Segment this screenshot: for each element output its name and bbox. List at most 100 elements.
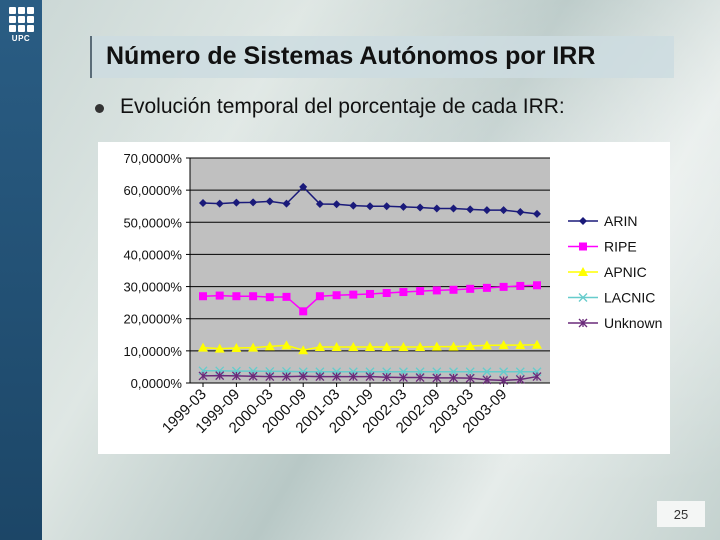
data-point-lacnic-stroke: [499, 367, 509, 377]
data-point-ripe: [199, 292, 207, 301]
legend-label-ripe: RIPE: [604, 239, 637, 255]
data-point-unknown: [248, 371, 258, 381]
data-point-unknown: [499, 375, 509, 385]
data-point-unknown: [415, 373, 425, 382]
data-point-apnic: [365, 342, 375, 351]
data-point-apnic: [381, 342, 392, 351]
bullet-text: Evolución temporal del porcentaje de cad…: [120, 95, 565, 118]
data-point-apnic: [314, 342, 325, 351]
data-point-unknown: [365, 372, 375, 382]
legend-marker-arin: [579, 217, 587, 225]
data-point-ripe: [282, 292, 291, 301]
data-point-unknown: [198, 371, 208, 381]
data-point-arin: [349, 201, 358, 210]
data-point-apnic: [431, 341, 442, 351]
data-point-lacnic: [515, 367, 525, 377]
data-point-unknown: [315, 372, 325, 382]
data-point-arin: [199, 199, 207, 207]
data-point-ripe: [482, 283, 491, 292]
data-point-arin: [466, 205, 475, 214]
data-point-ripe: [516, 281, 525, 290]
data-point-arin: [449, 204, 458, 213]
y-tick-label: 10,0000%: [123, 344, 182, 359]
legend-marker-ripe: [579, 242, 587, 251]
data-point-unknown: [215, 371, 225, 381]
data-point-arin: [249, 198, 258, 207]
y-tick-label: 0,0000%: [131, 376, 183, 391]
data-point-apnic: [498, 340, 509, 350]
data-point-apnic: [264, 341, 275, 351]
data-point-apnic: [515, 340, 526, 350]
page-number: 25: [657, 501, 705, 527]
data-point-unknown: [398, 373, 408, 382]
data-point-lacnic: [499, 367, 509, 377]
data-point-unknown: [432, 373, 442, 383]
legend-label-lacnic: LACNIC: [604, 290, 655, 306]
data-point-unknown: [382, 372, 392, 382]
data-point-ripe: [332, 291, 341, 300]
y-tick-label: 50,0000%: [123, 215, 182, 230]
data-point-ripe: [432, 286, 441, 295]
y-tick-label: 30,0000%: [123, 280, 182, 295]
data-point-apnic: [415, 342, 426, 351]
data-point-apnic: [448, 341, 459, 351]
y-tick-label: 70,0000%: [123, 151, 182, 166]
data-point-apnic: [331, 342, 342, 351]
data-point-arin: [416, 203, 425, 212]
data-point-ripe: [299, 307, 308, 316]
upc-logo: UPC: [4, 4, 38, 44]
data-point-apnic: [214, 343, 225, 353]
data-point-unknown: [332, 372, 342, 382]
data-point-arin: [299, 182, 308, 191]
data-point-unknown: [482, 375, 492, 385]
data-point-unknown: [231, 371, 241, 381]
data-point-arin: [332, 200, 341, 209]
data-point-arin: [265, 197, 274, 206]
data-point-arin: [499, 206, 508, 215]
data-point-arin: [315, 199, 324, 208]
data-point-apnic: [481, 340, 492, 350]
data-point-arin: [482, 206, 491, 215]
slide-title: Número de Sistemas Autónomos por IRR: [106, 42, 596, 70]
data-point-lacnic-stroke: [465, 367, 475, 377]
data-point-apnic: [248, 342, 259, 352]
data-point-arin: [232, 198, 241, 207]
legend-marker-unknown: [578, 318, 588, 328]
data-point-lacnic-stroke: [515, 367, 525, 377]
data-point-unknown: [449, 373, 458, 383]
data-point-apnic: [348, 342, 359, 351]
data-point-arin: [533, 209, 541, 218]
y-tick-label: 40,0000%: [123, 247, 182, 262]
data-point-ripe: [399, 288, 408, 297]
data-point-ripe: [416, 287, 425, 296]
legend-marker-lacnic-stroke: [578, 293, 588, 302]
y-tick-label: 20,0000%: [123, 312, 182, 327]
data-point-arin: [399, 202, 408, 211]
title-box: [90, 36, 674, 78]
data-point-ripe: [249, 292, 258, 301]
legend-label-unknown: Unknown: [604, 315, 662, 331]
data-point-arin: [366, 202, 374, 211]
data-point-ripe: [215, 291, 224, 300]
data-point-ripe: [265, 293, 274, 302]
left-band: [0, 0, 42, 540]
data-point-unknown: [515, 375, 525, 384]
logo-text: UPC: [11, 34, 31, 43]
irr-line-chart: 0,0000% 10,0000% 20,0000% 30,0000% 40,0000% 5…: [123, 151, 663, 437]
data-point-arin: [382, 202, 391, 211]
data-point-ripe: [466, 284, 475, 293]
data-point-unknown: [282, 372, 291, 382]
bullet-icon: [95, 104, 104, 113]
data-point-ripe: [382, 289, 391, 297]
data-point-ripe: [315, 292, 324, 301]
legend-label-apnic: APNIC: [604, 264, 647, 280]
data-point-apnic: [281, 340, 292, 350]
data-point-unknown: [532, 372, 542, 382]
data-point-apnic: [532, 339, 542, 349]
data-point-apnic: [198, 342, 208, 352]
data-point-arin: [516, 208, 525, 216]
data-point-lacnic-stroke: [482, 367, 492, 377]
data-point-arin: [432, 204, 441, 213]
data-point-apnic: [398, 342, 409, 351]
data-point-lacnic: [482, 367, 492, 377]
